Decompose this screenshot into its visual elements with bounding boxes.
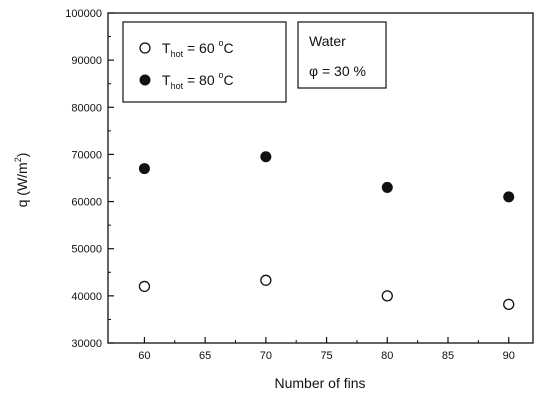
point-thot-60 [503, 298, 515, 310]
legend-box [122, 21, 287, 103]
legend-label-60: Thot = 60 oC [162, 38, 234, 59]
legend-marker-filled-circle [139, 74, 151, 86]
x-tick-label: 85 [442, 350, 454, 362]
point-thot-80 [260, 151, 272, 163]
y-tick-label: 40000 [71, 291, 102, 303]
y-tick-label: 60000 [71, 197, 102, 209]
legend: Thot = 60 oC Thot = 80 oC [122, 21, 287, 103]
x-tick-label: 80 [381, 350, 393, 362]
x-tick-label: 70 [260, 350, 272, 362]
y-axis-label: q (W/m2) [13, 153, 30, 208]
annotation-volume-fraction: φ = 30 % [309, 63, 366, 79]
y-tick-label: 70000 [71, 149, 102, 161]
y-tick-label: 80000 [71, 102, 102, 114]
x-tick-label: 90 [503, 350, 515, 362]
x-tick-label: 75 [320, 350, 332, 362]
point-thot-60 [381, 290, 393, 302]
x-tick-label: 60 [138, 350, 150, 362]
x-axis-ticks: 60 65 70 75 80 85 90 [138, 337, 515, 362]
legend-marker-open-circle [139, 42, 151, 54]
annotation-fluid: Water [309, 33, 346, 49]
y-tick-label: 90000 [71, 55, 102, 67]
annotation-box [297, 21, 387, 89]
y-tick-label: 100000 [65, 8, 102, 20]
point-thot-60 [138, 280, 151, 293]
annotation: Water φ = 30 % [297, 21, 387, 89]
x-axis-label: Number of fins [274, 375, 365, 391]
y-tick-label: 30000 [71, 338, 102, 350]
x-tick-label: 65 [199, 350, 211, 362]
y-tick-label: 50000 [71, 244, 102, 256]
point-thot-80 [381, 181, 393, 193]
point-thot-80 [138, 163, 150, 175]
legend-label-80: Thot = 80 oC [162, 70, 234, 91]
point-thot-60 [260, 274, 272, 286]
data-points [138, 151, 515, 310]
y-axis-ticks: 30000 40000 50000 60000 70000 80000 90000 10000… [65, 8, 114, 350]
point-thot-80 [503, 191, 515, 203]
